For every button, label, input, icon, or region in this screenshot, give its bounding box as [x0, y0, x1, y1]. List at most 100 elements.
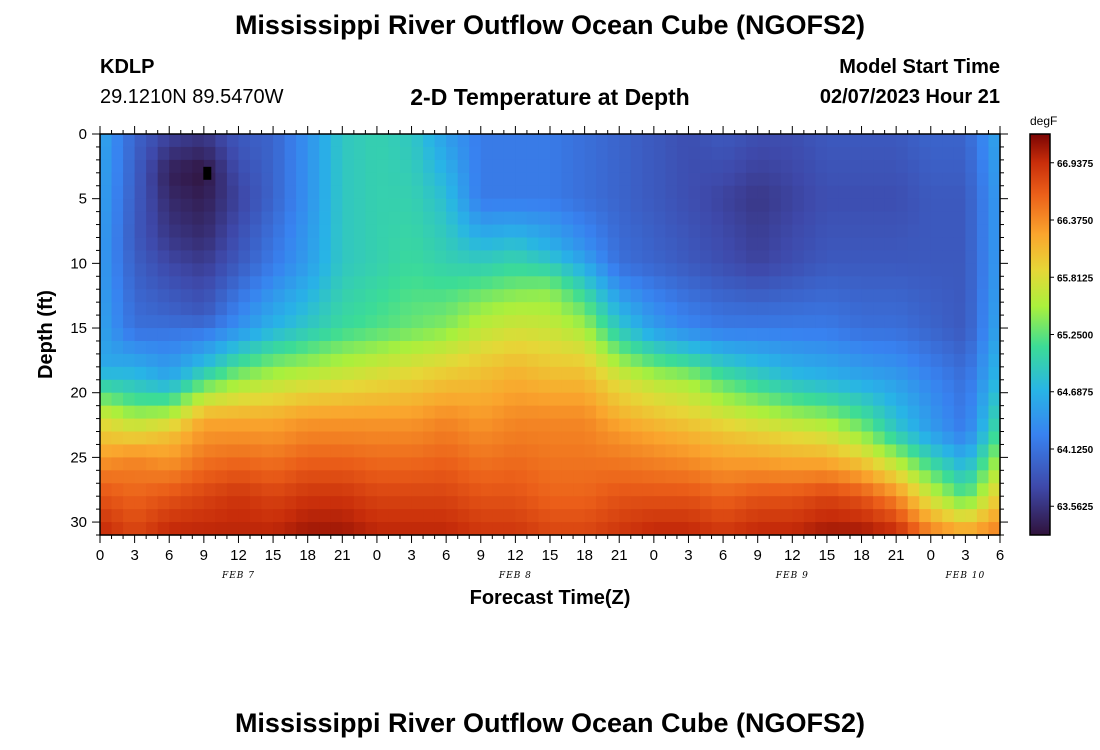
heatmap-cell: [342, 224, 355, 239]
heatmap-cell: [665, 224, 678, 239]
heatmap-cell: [953, 392, 966, 407]
heatmap-cell: [757, 263, 770, 277]
heatmap-cell: [838, 340, 851, 355]
heatmap-cell: [273, 496, 286, 510]
heatmap-cell: [434, 353, 447, 368]
heatmap-cell: [226, 431, 240, 446]
heatmap-cell: [446, 237, 459, 252]
heatmap-cell: [942, 418, 955, 433]
heatmap-cell: [596, 250, 609, 264]
heatmap-cell: [353, 496, 366, 510]
heatmap-cell: [884, 496, 897, 510]
heatmap-cell: [826, 353, 840, 368]
heatmap-cell: [688, 276, 701, 290]
heatmap-cell: [526, 328, 540, 342]
heatmap-cell: [134, 431, 147, 446]
heatmap-cell: [711, 483, 724, 497]
heatmap-cell: [792, 392, 805, 407]
heatmap-cell: [607, 483, 620, 497]
heatmap-cell: [238, 146, 251, 161]
heatmap-cell: [550, 457, 563, 471]
heatmap-cell: [861, 431, 874, 446]
heatmap-cell: [734, 134, 747, 148]
heatmap-cell: [723, 146, 736, 161]
heatmap-cell: [850, 159, 863, 174]
heatmap-cell: [123, 444, 136, 458]
heatmap-cell: [896, 315, 909, 329]
heatmap-cell: [480, 366, 493, 381]
heatmap-cell: [550, 340, 563, 355]
heatmap-cell: [457, 289, 470, 303]
heatmap-cell: [342, 353, 355, 368]
heatmap-cell: [203, 237, 216, 252]
heatmap-cell: [826, 185, 840, 200]
heatmap-cell: [850, 496, 863, 510]
heatmap-cell: [238, 509, 251, 523]
heatmap-cell: [365, 405, 378, 420]
heatmap-cell: [976, 237, 990, 252]
x-tick-label: 21: [334, 547, 351, 564]
heatmap-cell: [988, 302, 1001, 316]
heatmap-cell: [400, 276, 413, 290]
heatmap-cell: [769, 134, 782, 148]
heatmap-cell: [284, 302, 297, 316]
heatmap-cell: [169, 263, 182, 277]
heatmap-cell: [100, 444, 113, 458]
heatmap-cell: [826, 211, 840, 226]
heatmap-cell: [976, 392, 990, 407]
heatmap-cell: [596, 224, 609, 239]
heatmap-cell: [573, 134, 586, 148]
heatmap-cell: [919, 392, 932, 407]
heatmap-cell: [688, 470, 701, 484]
heatmap-cell: [296, 146, 309, 161]
heatmap-cell: [434, 250, 447, 264]
heatmap-cell: [896, 185, 909, 200]
heatmap-cell: [273, 457, 286, 471]
heatmap-cell: [619, 237, 632, 252]
heatmap-cell: [180, 276, 193, 290]
heatmap-cell: [515, 302, 528, 316]
heatmap-cell: [780, 340, 793, 355]
heatmap-cell: [665, 366, 678, 381]
x-tick-label: 12: [230, 547, 247, 564]
heatmap-cell: [307, 146, 320, 161]
heatmap-cell: [503, 366, 516, 381]
heatmap-cell: [884, 250, 897, 264]
heatmap-cell: [100, 237, 113, 252]
colorbar-labels: 66.937566.375065.812565.250064.687564.12…: [1050, 159, 1094, 513]
heatmap-cell: [815, 250, 828, 264]
heatmap-cell: [134, 418, 147, 433]
heatmap-cell: [596, 418, 609, 433]
heatmap-cell: [169, 392, 182, 407]
heatmap-cell: [746, 379, 759, 394]
heatmap-cell: [169, 289, 182, 303]
heatmap-cell: [273, 185, 286, 200]
y-tick-label: 10: [70, 255, 87, 272]
heatmap-cell: [826, 302, 840, 316]
heatmap-cell: [942, 263, 955, 277]
heatmap-cell: [515, 289, 528, 303]
heatmap-cell: [573, 496, 586, 510]
heatmap-cell: [238, 457, 251, 471]
heatmap-cell: [723, 172, 736, 187]
heatmap-cell: [238, 159, 251, 174]
heatmap-cell: [319, 315, 332, 329]
colorbar-label: 65.2500: [1057, 331, 1094, 342]
heatmap-cell: [815, 366, 828, 381]
heatmap-cell: [700, 276, 713, 290]
heatmap-cell: [700, 185, 713, 200]
heatmap-cell: [953, 224, 966, 239]
heatmap-cell: [803, 134, 816, 148]
heatmap-cell: [342, 340, 355, 355]
heatmap-cell: [238, 172, 251, 187]
heatmap-cell: [180, 483, 193, 497]
heatmap-cell: [492, 185, 505, 200]
heatmap-cell: [838, 250, 851, 264]
heatmap-cell: [307, 392, 320, 407]
x-tick-label: 15: [265, 547, 282, 564]
heatmap-cell: [734, 172, 747, 187]
heatmap-cell: [723, 315, 736, 329]
heatmap-cell: [803, 483, 816, 497]
heatmap-cell: [446, 353, 459, 368]
heatmap-cell: [838, 159, 851, 174]
